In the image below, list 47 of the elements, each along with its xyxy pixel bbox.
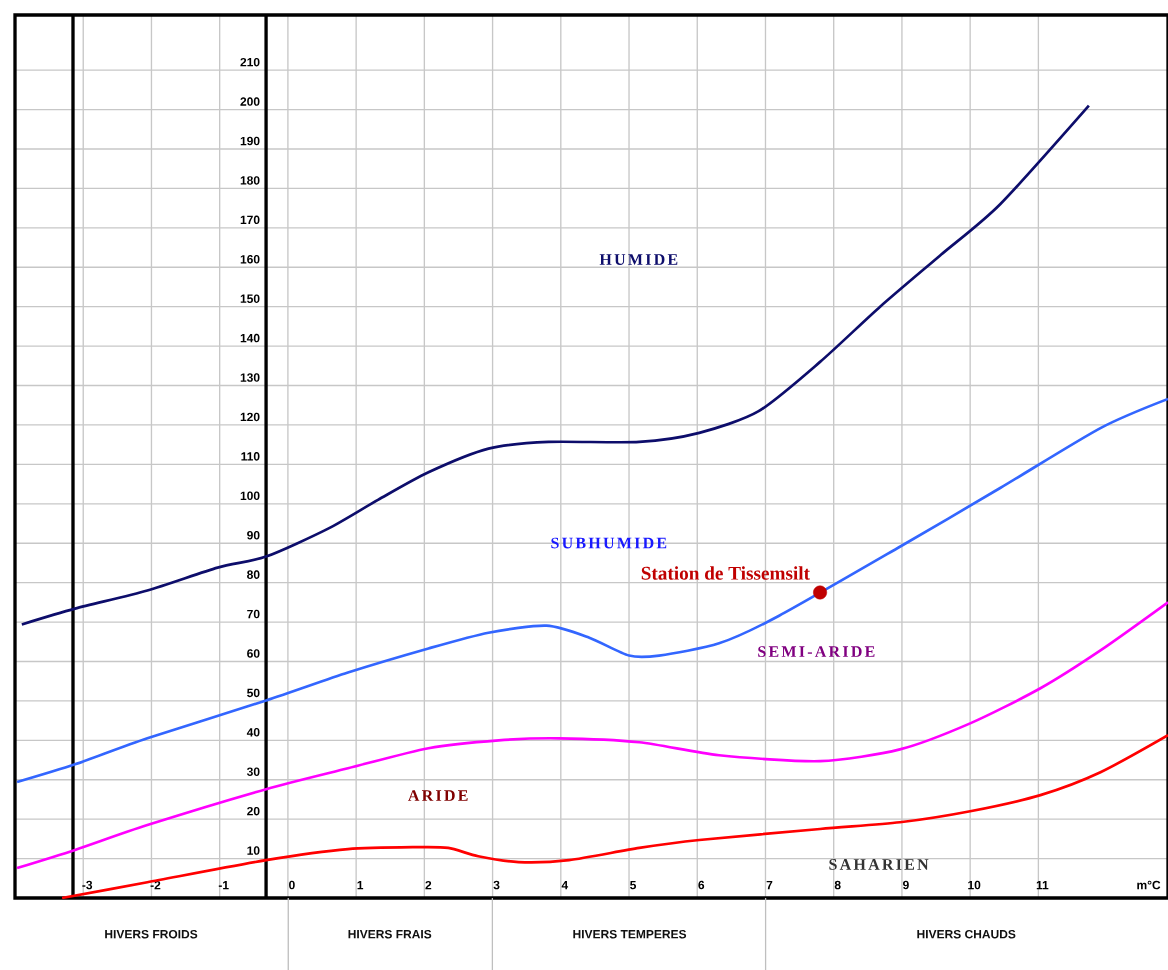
y-tick-label: 110 xyxy=(241,452,260,461)
x-tick-label: 0 xyxy=(289,880,295,890)
x-tick-label: -3 xyxy=(82,880,93,890)
y-tick-label: 150 xyxy=(240,294,260,303)
y-tick-label: 190 xyxy=(240,136,260,146)
y-tick-label: 130 xyxy=(240,373,260,382)
y-tick-label: 160 xyxy=(240,255,260,264)
x-tick-label: 3 xyxy=(493,880,500,890)
annotation: HUMIDE xyxy=(599,254,678,265)
y-tick-label: 200 xyxy=(240,97,260,106)
x-tick-label: 9 xyxy=(903,880,909,890)
y-tick-label: 30 xyxy=(246,767,260,776)
annotation: ARIDE xyxy=(408,790,468,801)
y-tick-label: 180 xyxy=(240,176,260,185)
y-tick-label: 50 xyxy=(247,688,260,698)
y-tick-label: 80 xyxy=(247,570,260,579)
y-tick-label: 40 xyxy=(246,728,260,737)
series-label: Station de Tissemsilt xyxy=(641,566,810,580)
annotation: SEMI-ARIDE xyxy=(758,646,875,657)
x-tick-label: 6 xyxy=(698,880,705,890)
annotation: SAHARIEN xyxy=(829,859,929,870)
y-tick-label: 120 xyxy=(240,412,260,422)
x-tick-label: 4 xyxy=(561,881,569,890)
y-tick-label: 90 xyxy=(247,530,260,540)
x-tick-label: 5 xyxy=(630,880,637,890)
text: HIVERS FROIDS xyxy=(105,929,198,939)
y-tick-label: 10 xyxy=(247,846,260,855)
text: HIVERS TEMPERES xyxy=(573,929,687,939)
y-tick-label: 210 xyxy=(240,57,260,67)
y-tick-label: 60 xyxy=(247,649,260,658)
x-tick-label: 11 xyxy=(1036,881,1049,890)
x-tick-label: 7 xyxy=(766,881,773,890)
y-tick-label: 20 xyxy=(247,806,260,816)
x-tick-label: 1 xyxy=(357,881,364,890)
x-tick-label: 8 xyxy=(834,880,841,890)
y-tick-label: 170 xyxy=(240,215,260,225)
x-tick-label: -2 xyxy=(150,880,161,890)
y-tick-label: 100 xyxy=(240,491,260,501)
text: HIVERS FRAIS xyxy=(348,929,432,939)
x-tick-label: 2 xyxy=(425,880,432,890)
y-tick-label: 70 xyxy=(247,609,260,619)
x-axis-title: m°C xyxy=(1137,880,1161,890)
annotation: SUBHUMIDE xyxy=(551,537,667,549)
text: HIVERS CHAUDS xyxy=(917,929,1016,939)
x-tick-label: -1 xyxy=(218,881,229,890)
y-tick-label: 140 xyxy=(240,333,260,343)
x-tick-label: 10 xyxy=(968,880,981,890)
